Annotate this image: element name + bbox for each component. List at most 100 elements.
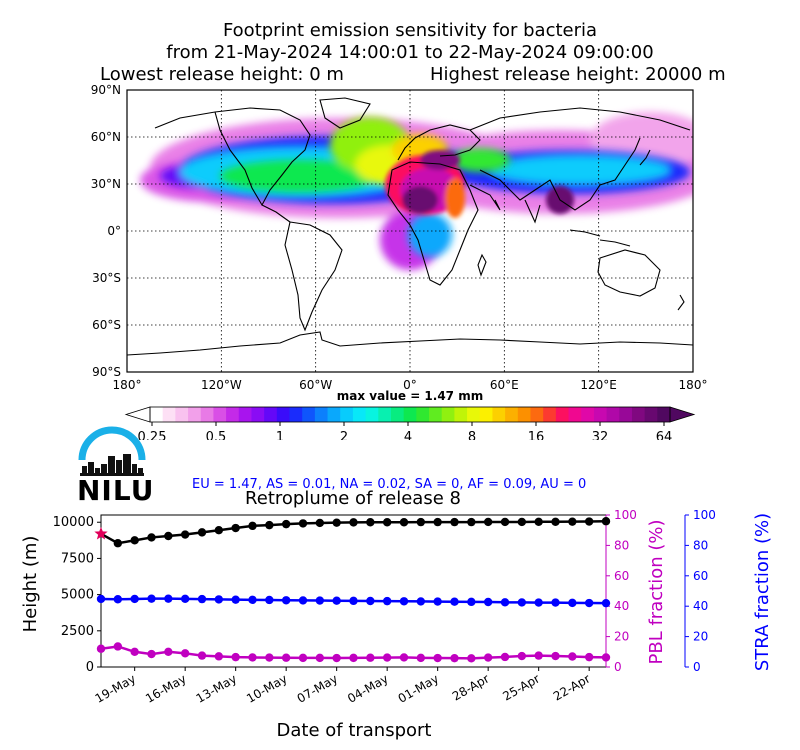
stra-tick-label: 80 xyxy=(693,538,708,552)
series-point xyxy=(382,596,392,606)
colorbar-segment xyxy=(200,407,214,422)
colorbar-tick-label: 0.5 xyxy=(206,430,227,440)
series-point xyxy=(231,595,240,604)
series-point xyxy=(534,651,543,660)
series-point xyxy=(568,598,577,608)
x-tick-label: 22-Apr xyxy=(551,671,593,703)
y-axis-label-pbl: PBL fraction (%) xyxy=(646,520,667,665)
series-point xyxy=(147,594,156,603)
series-point xyxy=(113,642,123,651)
series-point xyxy=(164,647,173,656)
footprint-map: 90°N60°N30°N0°30°S60°S90°S 180° 120°W 60°W… xyxy=(91,83,708,440)
lon-label: 120°W xyxy=(201,378,242,392)
series-point xyxy=(416,597,426,606)
colorbar-segment xyxy=(530,407,544,422)
series-point xyxy=(315,518,325,528)
series-point xyxy=(551,598,560,607)
series-point xyxy=(483,653,493,662)
y-left-tick-label: 5000 xyxy=(61,588,94,603)
colorbar-segment xyxy=(454,407,468,422)
series-point xyxy=(214,526,224,535)
x-tick-label: 04-May xyxy=(345,671,390,705)
colorbar-segment xyxy=(644,407,658,422)
series-point xyxy=(450,517,459,527)
colorbar-segment xyxy=(555,407,570,422)
series-point xyxy=(366,653,375,662)
lat-label: 60°S xyxy=(92,318,121,332)
y-axis-label-stra: STRA fraction (%) xyxy=(752,513,773,671)
series-point xyxy=(433,597,442,606)
series-point xyxy=(349,596,358,606)
series-point xyxy=(467,654,476,663)
colorbar-tick-label: 8 xyxy=(468,430,476,440)
series-point xyxy=(551,517,560,527)
series-point xyxy=(332,653,341,663)
title-line-1: Footprint emission sensitivity for bacte… xyxy=(222,20,598,41)
colorbar-segment xyxy=(416,407,430,422)
stra-tick-label: 60 xyxy=(693,569,708,583)
series-point xyxy=(147,649,156,659)
series-point xyxy=(164,594,173,603)
pbl-tick-label: 100 xyxy=(614,508,637,522)
series-point xyxy=(332,518,341,527)
x-tick-label: 28-Apr xyxy=(450,671,492,703)
colorbar-segment xyxy=(289,407,303,422)
series-point xyxy=(500,652,510,662)
colorbar-segment xyxy=(162,407,176,422)
series-point xyxy=(584,517,594,526)
pbl-tick-label: 20 xyxy=(614,630,629,644)
colorbar-segment xyxy=(175,407,189,422)
x-tick-label: 07-May xyxy=(295,671,340,705)
max-value-label: max value = 1.47 mm xyxy=(337,389,483,403)
colorbar-segment xyxy=(657,407,671,422)
series-point xyxy=(399,597,409,606)
colorbar-segment xyxy=(543,407,557,422)
series-point xyxy=(231,523,240,533)
series-point xyxy=(265,595,274,605)
colorbar-tick-label: 32 xyxy=(592,430,609,440)
series-point xyxy=(568,517,577,526)
lat-label: 0° xyxy=(107,224,121,238)
y-left-tick-label: 0 xyxy=(86,660,94,675)
lat-label: 90°N xyxy=(91,83,121,97)
series-point xyxy=(433,517,442,527)
series-point xyxy=(366,596,375,606)
series-point xyxy=(197,651,207,660)
pbl-tick-label: 0 xyxy=(614,660,622,674)
colorbar-segment xyxy=(467,407,481,422)
colorbar-segment xyxy=(327,407,341,422)
series-point xyxy=(248,595,257,605)
lat-label: 60°N xyxy=(91,130,121,144)
nilu-logo-text: NILU xyxy=(77,474,155,507)
colorbar-segment xyxy=(505,407,519,422)
colorbar-segment xyxy=(314,407,329,422)
colorbar-segment xyxy=(352,407,367,422)
series-point xyxy=(281,596,291,605)
colorbar-segment xyxy=(365,407,379,422)
colorbar-segment xyxy=(378,407,392,422)
y-axis-label-height: Height (m) xyxy=(20,536,41,633)
x-tick-label: 19-May xyxy=(93,671,138,705)
colorbar-segment xyxy=(226,407,240,422)
series-point xyxy=(584,652,594,662)
series-point xyxy=(214,652,224,661)
map-frame xyxy=(126,89,694,373)
series-point xyxy=(500,598,510,607)
series-point xyxy=(164,531,173,541)
y-left-tick-label: 7500 xyxy=(61,551,94,566)
lon-label: 180° xyxy=(113,378,142,392)
stra-tick-label: 40 xyxy=(693,599,708,613)
series-point xyxy=(281,519,291,529)
series-point xyxy=(534,598,543,607)
colorbar xyxy=(124,406,696,423)
series-point xyxy=(130,536,139,545)
colorbar-segment xyxy=(429,407,443,422)
series-point xyxy=(601,517,611,526)
pbl-tick-label: 60 xyxy=(614,569,629,583)
series-point xyxy=(584,598,594,608)
series-point xyxy=(113,539,123,548)
lon-label: 180° xyxy=(679,378,708,392)
retro-plot-frame xyxy=(100,514,607,668)
colorbar-segment xyxy=(188,407,202,422)
